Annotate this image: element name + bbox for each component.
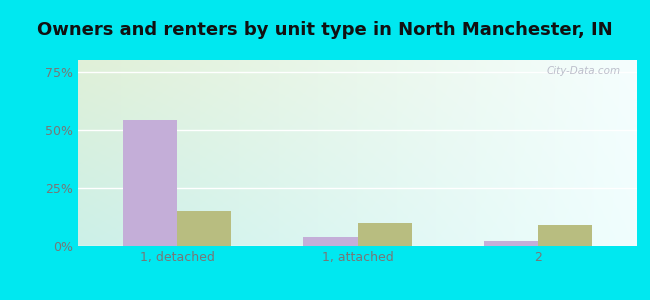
Text: City-Data.com: City-Data.com: [546, 66, 620, 76]
Bar: [538, 225, 592, 246]
Bar: [484, 241, 538, 246]
Text: Owners and renters by unit type in North Manchester, IN: Owners and renters by unit type in North…: [37, 21, 613, 39]
Bar: [304, 237, 358, 246]
Bar: [123, 120, 177, 246]
Bar: [358, 223, 411, 246]
Bar: [177, 211, 231, 246]
